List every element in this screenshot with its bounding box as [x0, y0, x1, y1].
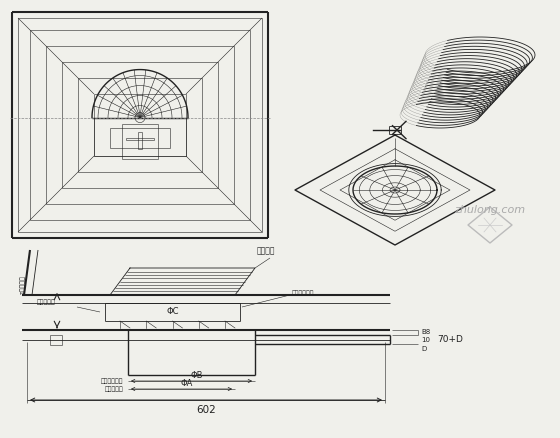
Text: ΦB: ΦB [190, 371, 203, 380]
Text: 10: 10 [421, 336, 430, 343]
Text: 70+D: 70+D [437, 336, 463, 345]
Text: ΦA: ΦA [180, 379, 193, 388]
Text: zhulong.com: zhulong.com [454, 205, 526, 215]
Text: B8: B8 [421, 329, 430, 336]
Text: 软管防漏卡箊: 软管防漏卡箊 [292, 290, 315, 296]
Text: 送风机外壳: 送风机外壳 [37, 299, 56, 305]
Text: 最大安装尺寸: 最大安装尺寸 [100, 378, 123, 384]
Text: D: D [421, 346, 426, 352]
Text: 出风口尺寸: 出风口尺寸 [104, 386, 123, 392]
Text: ΦC: ΦC [166, 307, 179, 317]
Text: T型龙骨架: T型龙骨架 [20, 276, 26, 294]
Text: 602: 602 [196, 405, 216, 415]
Text: 伸缩软管: 伸缩软管 [257, 246, 276, 255]
